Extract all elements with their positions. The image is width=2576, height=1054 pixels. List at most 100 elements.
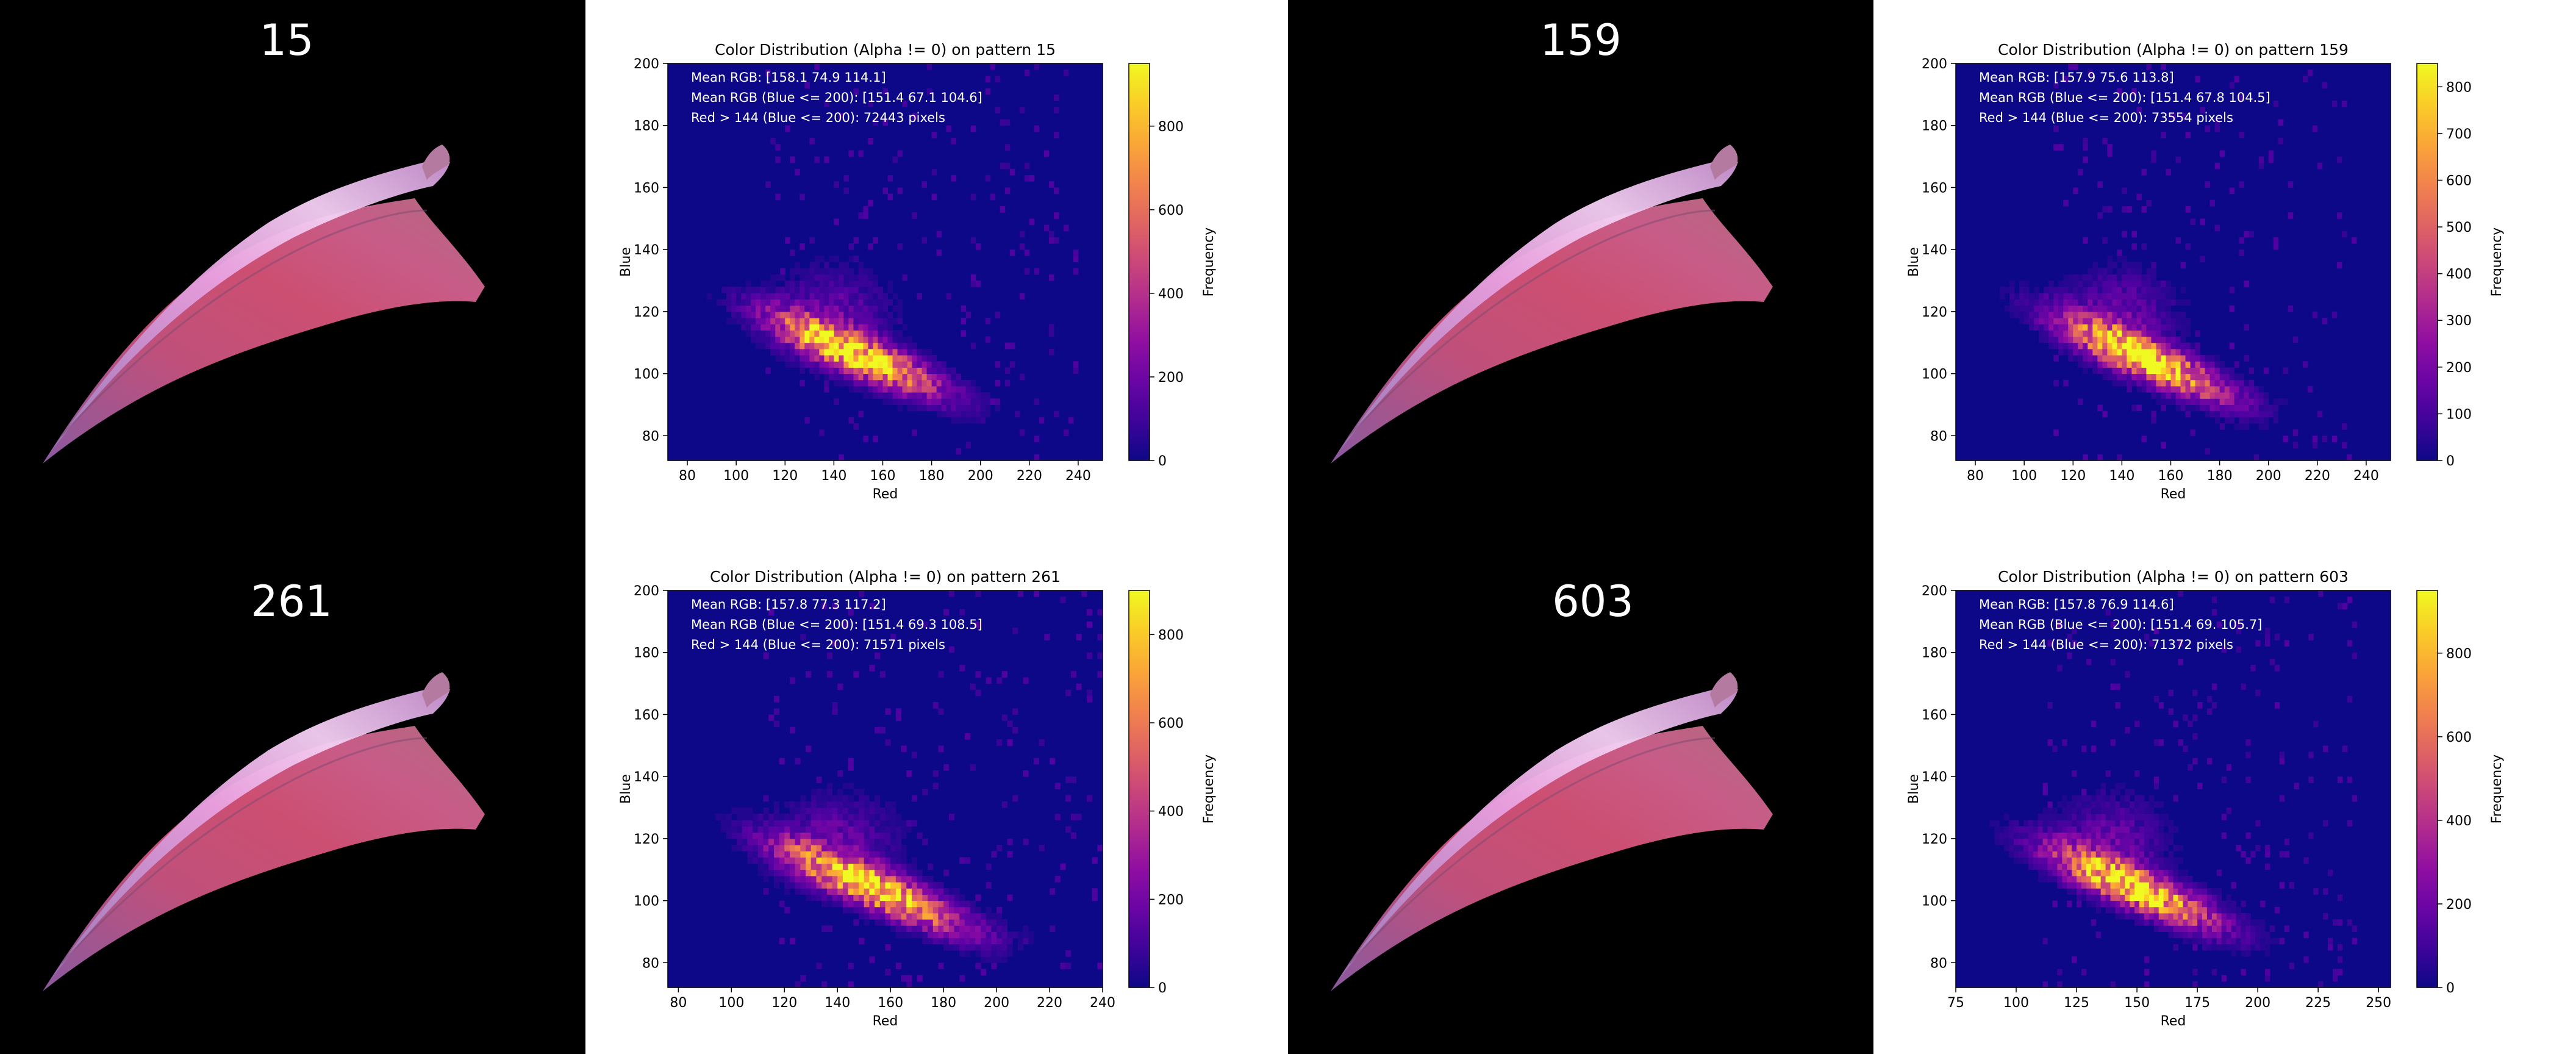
heatmap-cell [868,336,873,343]
heatmap-cell [2110,808,2116,814]
heatmap-cell [2112,318,2117,324]
heatmap-cell [1001,950,1007,957]
heatmap-cell [800,274,805,281]
heatmap-cell [2115,808,2120,814]
heatmap-cell [770,348,776,356]
heatmap-cell [2336,156,2342,163]
heatmap-cell [2206,758,2213,765]
heatmap-cell [2141,330,2147,337]
heatmap-cell [922,919,928,926]
heatmap-cell [853,305,859,312]
heatmap-cell [981,937,987,945]
heatmap-cell [2263,423,2269,430]
heatmap-cell [2125,795,2130,802]
claw-image [1331,145,1773,464]
heatmap-cell [2067,832,2072,839]
heatmap-cell [821,832,828,839]
heatmap-cell [2211,900,2217,908]
heatmap-cell [859,894,865,902]
heatmap-cell [2136,299,2142,306]
heatmap-cell [875,808,881,814]
heatmap-cell [897,367,903,375]
heatmap-cell [848,342,854,350]
heatmap-cell [2105,770,2111,777]
heatmap-cell [885,826,891,833]
y-tick-label: 80 [1930,956,1947,971]
heatmap-cell [2072,808,2077,814]
heatmap-cell [810,869,817,877]
heatmap-cell [848,900,854,908]
heatmap-cell [892,156,898,163]
heatmap-cell [1065,826,1072,833]
heatmap-cell [2078,299,2083,306]
heatmap-cell [859,937,865,945]
heatmap-cell [2170,293,2177,300]
heatmap-cell [2127,305,2132,312]
heatmap-cell [2044,305,2049,312]
heatmap-cell [981,919,987,926]
heatmap-cell [2192,714,2198,722]
heatmap-cell [2092,287,2098,293]
heatmap-cell [2151,361,2156,368]
heatmap-cell [756,318,761,324]
heatmap-cell [868,199,873,207]
heatmap-cell [848,875,854,883]
heatmap-cell [770,299,776,306]
heatmap-cell [2083,342,2088,350]
heatmap-cell [795,342,800,350]
heatmap-cell [2144,919,2150,926]
heatmap-cell [941,404,947,412]
heatmap-cell [2088,318,2093,324]
heatmap-cell [2166,336,2171,343]
heatmap-cell [890,820,896,827]
heatmap-cell [959,857,965,864]
heatmap-cell [2125,726,2130,734]
heatmap-cell [760,293,766,300]
heatmap-cell [868,281,873,287]
heatmap-cell [848,336,854,343]
heatmap-cell [2229,392,2235,399]
heatmap-cell [780,311,785,318]
heatmap-cell [824,355,829,362]
heatmap-cell [2034,299,2039,306]
heatmap-cell [868,293,873,300]
heatmap-cell [2062,826,2067,833]
heatmap-cell [809,318,815,324]
heatmap-cell [843,355,849,362]
heatmap-cell [970,193,976,201]
heatmap-cell [2146,287,2152,293]
heatmap-cell [1065,795,1072,802]
heatmap-cell [2039,299,2044,306]
heatmap-cell [932,783,939,789]
heatmap-cell [873,324,878,331]
heatmap-cell [2192,919,2198,926]
heatmap-cell [2130,814,2135,820]
heatmap-cell [911,900,918,908]
heatmap-cell [2151,299,2156,306]
heatmap-cell [2202,906,2208,914]
heatmap-cell [938,925,944,932]
heatmap-cell [912,361,918,368]
heatmap-cell [2067,863,2072,870]
heatmap-cell [1063,429,1069,436]
heatmap-cell [879,838,886,845]
heatmap-cell [2185,206,2191,213]
heatmap-cell [964,925,971,932]
heatmap-cell [2086,845,2092,851]
heatmap-cell [2180,324,2186,331]
heatmap-cell [816,863,822,870]
heatmap-cell [2190,367,2196,375]
heatmap-cell [2331,311,2338,318]
heatmap-cell [760,324,766,331]
heatmap-cell [895,963,902,969]
y-tick-label: 80 [642,956,659,971]
heatmap-cell [2047,640,2053,647]
heatmap-cell [970,925,976,932]
heatmap-cell [757,826,764,833]
heatmap-cell [885,820,891,827]
heatmap-cell [878,361,883,368]
heatmap-cell [2163,888,2169,895]
heatmap-cell [2216,906,2222,914]
heatmap-cell [1048,181,1054,188]
heatmap-cell [975,919,981,926]
